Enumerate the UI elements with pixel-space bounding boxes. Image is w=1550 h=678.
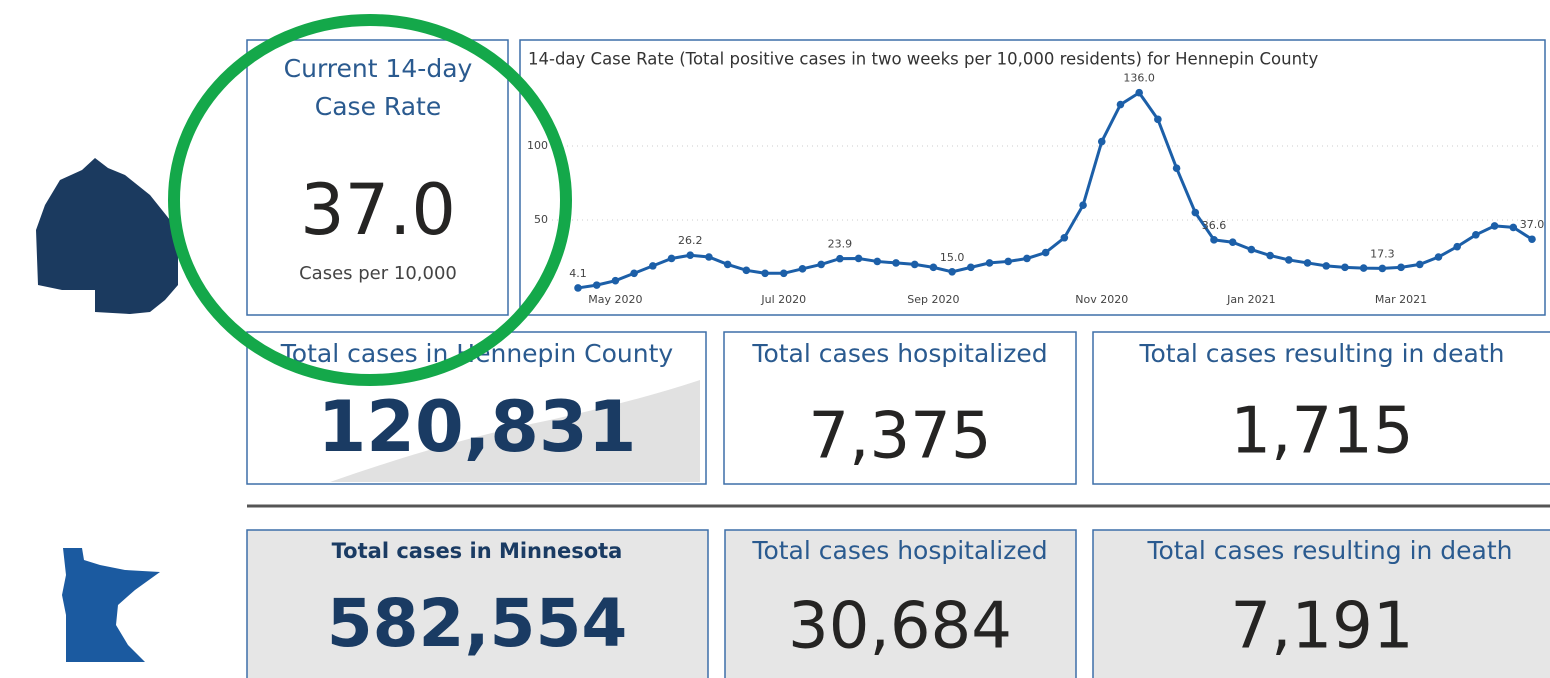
state-card	[246, 529, 709, 678]
data-label: 26.2	[678, 234, 703, 247]
card-title: Total cases resulting in death	[1138, 339, 1504, 368]
card-value: 582,554	[327, 585, 628, 662]
point	[1228, 238, 1237, 246]
card-title: Total cases hospitalized	[751, 339, 1047, 368]
point	[1322, 262, 1331, 270]
sparkline-area	[330, 380, 700, 482]
point	[1172, 164, 1181, 172]
point	[723, 260, 732, 269]
point	[1415, 260, 1424, 269]
point	[1191, 208, 1200, 217]
data-label: 23.9	[828, 238, 853, 251]
point	[892, 259, 900, 267]
point	[910, 260, 919, 269]
data-label: 17.3	[1370, 247, 1395, 260]
point	[1135, 88, 1143, 97]
card-value: 30,684	[788, 590, 1012, 664]
card-value: 120,831	[318, 386, 637, 468]
point	[761, 269, 769, 278]
x-tick-label: Jan 2021	[1226, 293, 1275, 306]
point	[1378, 264, 1387, 273]
point	[611, 276, 620, 285]
point	[574, 284, 582, 292]
point	[779, 269, 788, 278]
point	[1509, 223, 1518, 232]
point	[1060, 233, 1069, 242]
x-tick-label: Mar 2021	[1375, 293, 1427, 306]
chart-title: 14-day Case Rate (Total positive cases i…	[528, 50, 1319, 69]
data-label: 4.1	[569, 267, 587, 280]
point	[1097, 137, 1106, 146]
point	[592, 281, 601, 289]
y-tick-label: 50	[534, 213, 548, 226]
point	[1341, 263, 1349, 272]
data-label: 36.6	[1202, 219, 1227, 232]
point	[686, 251, 695, 260]
county-icon	[36, 158, 178, 314]
point	[630, 269, 638, 278]
state-card	[724, 529, 1077, 678]
point	[873, 257, 882, 266]
point	[948, 268, 956, 276]
line	[577, 90, 1533, 290]
x-tick-label: Jul 2020	[760, 293, 806, 306]
county-card	[1092, 331, 1550, 485]
y-tick-label: 100	[527, 139, 548, 152]
point	[1154, 115, 1162, 124]
point	[1023, 254, 1031, 263]
x-tick-label: May 2020	[588, 293, 642, 306]
card-title: Current 14-day	[284, 54, 473, 83]
data-label: 37.0	[1520, 218, 1545, 231]
point	[1004, 257, 1013, 266]
point	[742, 266, 751, 275]
data-label: 15.0	[940, 251, 965, 264]
point	[1528, 235, 1536, 244]
card-value: 1,715	[1230, 395, 1413, 469]
point	[1116, 100, 1125, 109]
point	[836, 254, 844, 263]
card-title: Total cases in Minnesota	[332, 539, 623, 563]
chart-card	[519, 39, 1546, 316]
state-icon	[62, 548, 160, 662]
card-title: Total cases hospitalized	[751, 536, 1047, 565]
point	[1434, 253, 1443, 261]
rate-card	[246, 39, 509, 316]
card-value: 37.0	[300, 169, 456, 251]
point	[1472, 231, 1480, 239]
point	[1210, 236, 1218, 244]
point	[1359, 264, 1368, 272]
point	[1397, 263, 1405, 272]
point	[667, 254, 676, 263]
state-card	[1092, 529, 1550, 678]
data-label: 136.0	[1123, 72, 1155, 85]
card-title: Case Rate	[315, 92, 441, 121]
point	[1453, 242, 1461, 251]
point	[1247, 245, 1256, 254]
point	[1041, 248, 1050, 257]
card-unit: Cases per 10,000	[299, 263, 457, 284]
card-title: Total cases resulting in death	[1146, 536, 1512, 565]
card-value: 7,375	[808, 400, 991, 474]
highlight-circle	[168, 14, 572, 386]
point	[817, 260, 825, 269]
point	[967, 263, 975, 272]
point	[798, 265, 807, 273]
point	[1303, 259, 1312, 267]
point	[929, 263, 938, 272]
point	[985, 259, 994, 267]
county-card	[723, 331, 1077, 485]
point	[1079, 201, 1087, 209]
x-tick-label: Nov 2020	[1075, 293, 1128, 306]
point	[649, 262, 657, 270]
x-tick-label: Sep 2020	[907, 293, 959, 306]
point	[705, 253, 713, 261]
point	[854, 254, 863, 263]
point	[1266, 251, 1274, 260]
point	[1490, 222, 1499, 230]
point	[1285, 256, 1293, 264]
card-value: 7,191	[1230, 590, 1413, 664]
